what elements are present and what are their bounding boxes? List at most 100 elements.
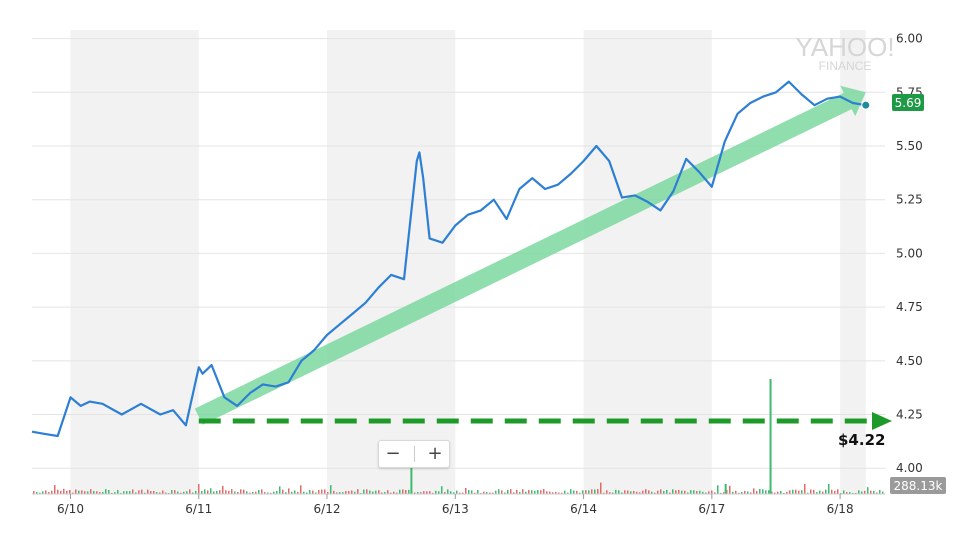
volume-bar [621, 492, 623, 494]
x-axis-ticks: 6/10 6/11 6/12 6/13 6/14 6/17 6/18 [57, 494, 854, 516]
volume-bar [372, 491, 374, 494]
volume-bar [636, 491, 638, 494]
volume-bar [534, 490, 536, 494]
volume-bar [387, 490, 389, 494]
volume-bar [216, 490, 218, 494]
volume-bar [642, 490, 644, 494]
session-shade [583, 30, 712, 494]
volume-bar [465, 488, 467, 494]
volume-bar [123, 491, 125, 494]
volume-bar [189, 489, 191, 494]
volume-bar [42, 491, 44, 494]
volume-bar [783, 492, 785, 494]
volume-bar [840, 492, 842, 494]
volume-bar [798, 490, 800, 494]
volume-bar [453, 492, 455, 494]
volume-bar [213, 491, 215, 494]
volume-bar [741, 492, 743, 494]
volume-bar [681, 490, 683, 494]
volume-bar [321, 489, 323, 494]
x-tick-label: 6/10 [57, 502, 84, 516]
volume-bar [717, 485, 719, 494]
zoom-divider [413, 446, 415, 462]
volume-bar [186, 491, 188, 494]
volume-bar [528, 489, 530, 494]
volume-bar [147, 489, 149, 494]
volume-bar [747, 491, 749, 494]
volume-bar [648, 490, 650, 494]
volume-bar [711, 490, 713, 494]
volume-bar [651, 491, 653, 494]
last-price-dot [861, 100, 871, 110]
volume-tag: 288.13k [890, 477, 946, 494]
volume-bar [504, 492, 506, 494]
volume-bar [75, 489, 77, 494]
volume-bar [126, 491, 128, 494]
watermark-line1: YAHOO! [795, 32, 894, 62]
volume-bar [471, 490, 473, 494]
volume-bar [45, 490, 47, 494]
volume-bar [177, 491, 179, 494]
volume-bar [723, 492, 725, 494]
volume-bar [174, 490, 176, 494]
volume-bar [69, 489, 71, 494]
volume-bar [768, 490, 770, 494]
volume-bar [144, 492, 146, 494]
volume-bar [327, 492, 329, 494]
zoom-out-button[interactable]: − [385, 443, 401, 464]
volume-bar [81, 490, 83, 494]
volume-bar [864, 490, 866, 494]
volume-bar [258, 490, 260, 494]
volume-bar [696, 490, 698, 494]
volume-bar [87, 491, 89, 494]
volume-bar [60, 490, 62, 494]
volume-bar [876, 492, 878, 494]
volume-bar [66, 490, 68, 494]
volume-bar [363, 489, 365, 494]
volume-bar [792, 489, 794, 494]
volume-bar [261, 489, 263, 494]
volume-bar [771, 491, 773, 494]
volume-bar [702, 491, 704, 494]
volume-bar [111, 492, 113, 494]
volume-bar [180, 492, 182, 494]
volume-bar [705, 492, 707, 494]
volume-bar [561, 492, 563, 494]
volume-bar [267, 492, 269, 494]
volume-bar [549, 491, 551, 494]
volume-bar [531, 490, 533, 494]
volume-bar [828, 483, 830, 494]
x-tick-label: 6/12 [314, 502, 341, 516]
volume-bar [732, 491, 734, 494]
volume-bar [744, 490, 746, 494]
volume-bar [432, 492, 434, 494]
volume-bar [594, 489, 596, 494]
volume-spike [724, 484, 727, 494]
volume-bar [246, 491, 248, 494]
volume-bar [585, 490, 587, 494]
volume-bar [99, 492, 101, 494]
volume-bar [714, 492, 716, 494]
volume-bar [837, 489, 839, 494]
volume-bar [168, 492, 170, 494]
volume-bar [210, 488, 212, 494]
y-tick-label: 5.50 [896, 139, 923, 153]
price-series [31, 80, 871, 438]
volume-bar [858, 490, 860, 494]
volume-bar [390, 492, 392, 494]
volume-bar [192, 492, 194, 494]
zoom-in-button[interactable]: + [427, 443, 443, 464]
volume-bar [600, 482, 602, 494]
volume-bar [204, 489, 206, 494]
volume-bar [552, 492, 554, 494]
volume-bar [369, 490, 371, 494]
volume-bar [759, 489, 761, 494]
volume-bar [162, 490, 164, 494]
volume-bar [129, 491, 131, 494]
volume-bar [477, 490, 479, 494]
volume-bar [51, 490, 53, 494]
volume-bar [558, 492, 560, 494]
volume-bar [630, 491, 632, 494]
volume-bar [201, 491, 203, 494]
volume-bar [576, 490, 578, 494]
